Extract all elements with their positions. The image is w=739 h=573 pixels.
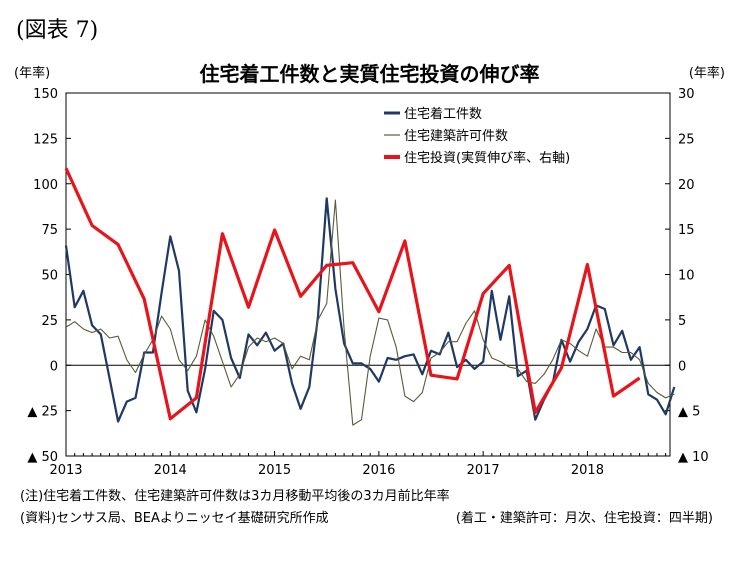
y-left-tick-label: ▲ 50 xyxy=(27,450,58,465)
y-right-tick-label: 20 xyxy=(678,178,695,193)
y-right-tick-label: 10 xyxy=(678,269,695,284)
plot-frame xyxy=(65,92,671,457)
y-right-tick-label: 25 xyxy=(678,132,695,147)
x-tick-label: 2018 xyxy=(571,463,604,478)
y-left-tick-label: ▲ 25 xyxy=(27,405,58,420)
y-left-tick-label: 0 xyxy=(50,359,58,374)
note-text: (注)住宅着工件数、住宅建築許可件数は3カ月移動平均後の3カ月前比年率 xyxy=(20,489,450,504)
y-right-tick-label: 15 xyxy=(678,223,695,238)
x-tick-label: 2014 xyxy=(154,463,187,478)
series-line-3 xyxy=(64,167,641,421)
y-left-tick-label: 150 xyxy=(33,87,58,102)
left-axis-unit: (年率) xyxy=(14,66,51,81)
y-right-tick-label: ▲ 10 xyxy=(678,450,709,465)
y-right-tick-label: 0 xyxy=(678,359,686,374)
x-tick-label: 2016 xyxy=(362,463,395,478)
y-right-tick-label: 5 xyxy=(678,314,686,329)
y-left-tick-label: 125 xyxy=(33,132,58,147)
x-tick-label: 2015 xyxy=(258,463,291,478)
figure-label: (図表 7) xyxy=(16,18,99,43)
y-right-tick-label: 30 xyxy=(678,87,695,102)
y-left-tick-label: 100 xyxy=(33,178,58,193)
right-axis-unit: (年率) xyxy=(688,66,725,81)
x-tick-label: 2017 xyxy=(467,463,500,478)
source-text: (資料)センサス局、BEAよりニッセイ基礎研究所作成 xyxy=(20,511,329,526)
y-left-tick-label: 50 xyxy=(41,269,58,284)
chart-title: 住宅着工件数と実質住宅投資の伸び率 xyxy=(199,62,540,86)
series-line-1 xyxy=(64,197,676,423)
frequency-text: (着工・建築許可：月次、住宅投資：四半期) xyxy=(455,511,713,526)
series-line-2 xyxy=(65,199,675,426)
legend-label: 住宅建築許可件数 xyxy=(404,129,508,144)
y-left-tick-label: 75 xyxy=(41,223,58,238)
y-right-tick-label: ▲ 5 xyxy=(678,405,700,420)
x-tick-label: 2013 xyxy=(49,463,82,478)
y-left-tick-label: 25 xyxy=(41,314,58,329)
legend-label: 住宅投資(実質伸び率、右軸) xyxy=(404,150,570,166)
legend-label: 住宅着工件数 xyxy=(404,106,482,122)
